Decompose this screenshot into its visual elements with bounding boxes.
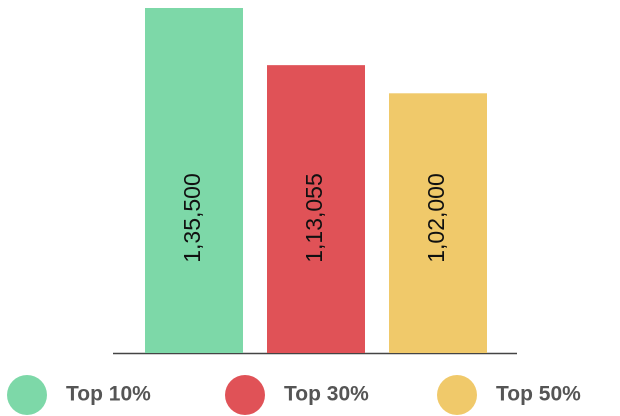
legend-label: Top 50% xyxy=(496,383,581,406)
bar xyxy=(267,65,365,353)
legend-label: Top 30% xyxy=(284,383,369,406)
legend-swatch xyxy=(437,375,477,415)
bar xyxy=(145,8,243,353)
bar xyxy=(389,93,487,354)
legend-swatch xyxy=(7,375,47,415)
legend-swatch xyxy=(225,375,265,415)
legend-label: Top 10% xyxy=(66,383,151,406)
value-label: 1,02,000 xyxy=(423,173,449,263)
value-label: 1,35,500 xyxy=(179,173,205,263)
value-label: 1,13,055 xyxy=(301,173,327,263)
